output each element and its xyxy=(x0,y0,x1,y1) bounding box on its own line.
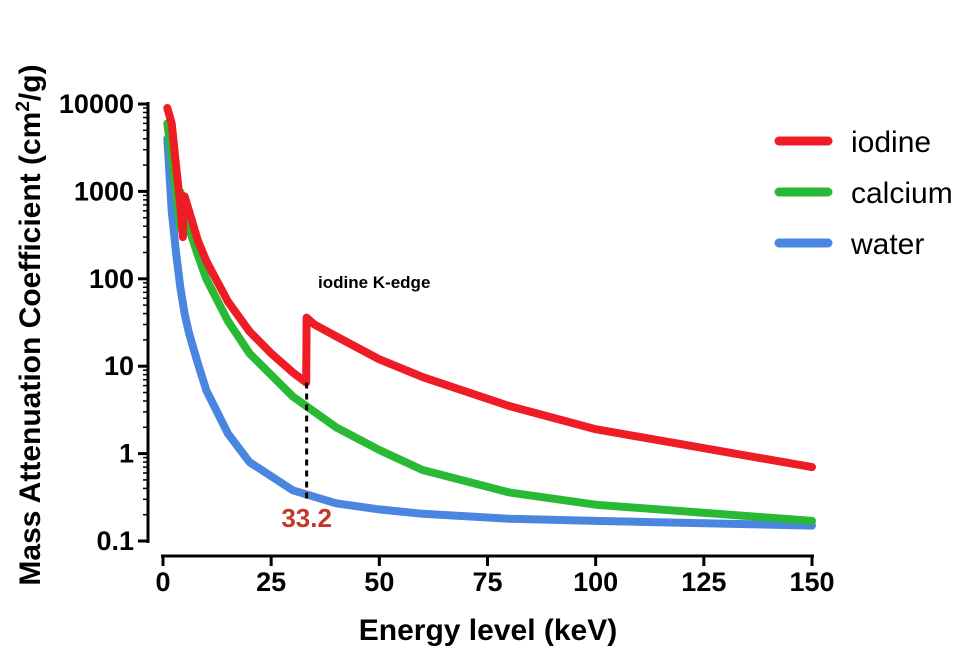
x-tick-label: 75 xyxy=(472,567,502,597)
series-line-iodine xyxy=(163,104,816,472)
x-tick-label: 150 xyxy=(789,567,834,597)
series-layer xyxy=(163,104,816,530)
y-tick-label: 0.1 xyxy=(96,526,134,556)
legend-label-calcium: calcium xyxy=(851,177,953,210)
y-tick-label: 1000 xyxy=(74,176,134,206)
series-line-calcium xyxy=(163,119,816,525)
y-tick-label: 10000 xyxy=(59,89,134,119)
y-tick-label: 1 xyxy=(119,439,134,469)
axes: 0.1 1 10 100 1000 10000 0 25 50 75 100 125 150 xyxy=(59,89,835,597)
x-tick-label: 100 xyxy=(573,567,618,597)
series-line-water xyxy=(163,134,816,530)
kedge-label: iodine K-edge xyxy=(318,273,430,292)
y-axis-title: Mass Attenuation Coefficient (cm2/g) xyxy=(13,64,47,585)
kedge-value-label: 33.2 xyxy=(281,503,332,533)
x-axis-title: Energy level (keV) xyxy=(359,614,617,647)
x-tick-label: 0 xyxy=(155,567,170,597)
x-tick-label: 50 xyxy=(364,567,394,597)
annotation-layer: iodine K-edge 33.2 xyxy=(281,273,430,533)
y-axis-title-group: Mass Attenuation Coefficient (cm2/g) xyxy=(13,64,47,585)
legend-label-water: water xyxy=(850,228,924,261)
x-tick-label: 125 xyxy=(681,567,726,597)
legend: iodine calcium water xyxy=(774,126,953,261)
x-tick-label: 25 xyxy=(256,567,286,597)
y-tick-label: 10 xyxy=(104,351,134,381)
y-tick-label: 100 xyxy=(89,264,134,294)
legend-label-iodine: iodine xyxy=(851,126,931,159)
